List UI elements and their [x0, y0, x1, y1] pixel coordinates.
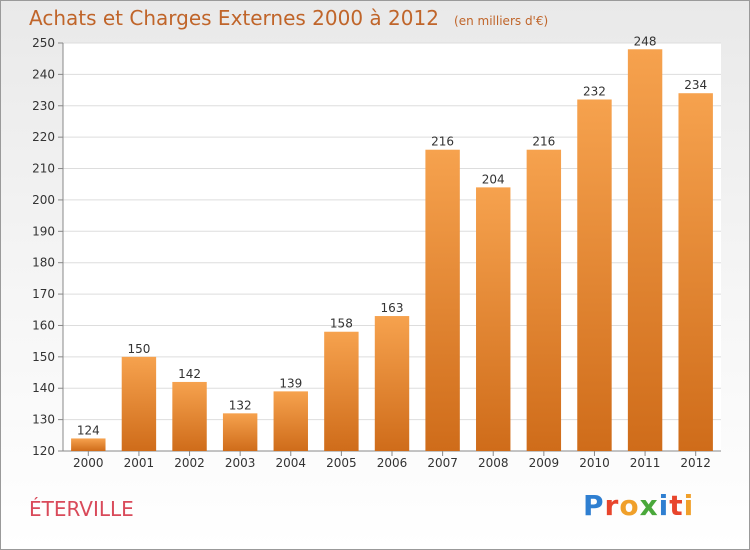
y-tick-label: 240 [32, 67, 55, 81]
x-tick-label: 2001 [124, 456, 155, 470]
x-tick-label: 2007 [427, 456, 458, 470]
bar-value-label: 204 [482, 172, 505, 186]
x-tick-label: 2000 [73, 456, 104, 470]
y-tick-label: 130 [32, 413, 55, 427]
title-block: Achats et Charges Externes 2000 à 2012 (… [29, 6, 548, 30]
logo-letter: i [658, 489, 670, 522]
y-tick-label: 220 [32, 130, 55, 144]
x-tick-label: 2011 [630, 456, 661, 470]
bar-value-label: 132 [229, 398, 252, 412]
bar-value-label: 139 [279, 376, 302, 390]
bar-value-label: 163 [381, 301, 404, 315]
proxiti-logo[interactable]: Proxiti [583, 489, 694, 522]
bar [273, 391, 308, 451]
bar [324, 331, 359, 451]
x-tick-label: 2004 [275, 456, 306, 470]
bar [71, 438, 106, 451]
bar-value-label: 142 [178, 367, 201, 381]
y-tick-label: 180 [32, 256, 55, 270]
logo-letter: r [604, 489, 620, 522]
y-tick-label: 200 [32, 193, 55, 207]
y-tick-label: 250 [32, 36, 55, 50]
bar-value-label: 124 [77, 423, 100, 437]
y-tick-label: 210 [32, 162, 55, 176]
x-tick-label: 2009 [529, 456, 560, 470]
y-tick-label: 170 [32, 287, 55, 301]
bar [526, 149, 562, 451]
y-tick-label: 160 [32, 318, 55, 332]
chart-title: Achats et Charges Externes 2000 à 2012 [29, 6, 439, 30]
logo-letter: i [683, 489, 695, 522]
bar [121, 356, 157, 451]
bar-value-label: 150 [127, 342, 150, 356]
x-tick-label: 2005 [326, 456, 357, 470]
y-tick-label: 120 [32, 444, 55, 458]
bar-value-label: 232 [583, 84, 606, 98]
x-tick-label: 2010 [579, 456, 610, 470]
bar [374, 316, 410, 451]
commune-name: ÉTERVILLE [29, 497, 134, 521]
bar [222, 413, 258, 451]
bar-value-label: 234 [684, 78, 707, 92]
bar [577, 99, 612, 451]
bar-value-label: 158 [330, 317, 353, 331]
logo-letter: t [669, 489, 684, 522]
x-tick-label: 2012 [680, 456, 711, 470]
chart-subtitle: (en milliers d'€) [454, 14, 549, 28]
y-tick-label: 150 [32, 350, 55, 364]
bar [172, 381, 207, 451]
x-tick-label: 2006 [377, 456, 408, 470]
x-tick-label: 2002 [174, 456, 205, 470]
bar [678, 93, 713, 451]
y-tick-label: 190 [32, 224, 55, 238]
logo-letter: P [583, 489, 605, 522]
y-tick-label: 230 [32, 99, 55, 113]
logo-letter: x [639, 489, 659, 522]
x-tick-label: 2003 [225, 456, 256, 470]
logo-letter: o [619, 489, 640, 522]
bar-value-label: 216 [532, 135, 555, 149]
bar [627, 49, 663, 452]
bar [425, 149, 460, 451]
bar-value-label: 248 [634, 34, 657, 48]
bar-value-label: 216 [431, 135, 454, 149]
bar [476, 187, 511, 451]
y-tick-label: 140 [32, 381, 55, 395]
x-tick-label: 2008 [478, 456, 509, 470]
